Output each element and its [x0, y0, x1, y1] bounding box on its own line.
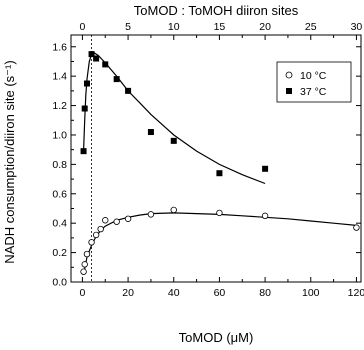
axes — [70, 34, 362, 283]
x2-tick-label: 15 — [214, 21, 226, 33]
data-point-filled-square — [262, 165, 269, 172]
data-point-open-circle — [113, 218, 120, 225]
y-tick-label: 1.2 — [52, 100, 67, 112]
x-tick-label: 80 — [259, 287, 271, 299]
fit-curve-series-0 — [83, 212, 357, 275]
y-tick-label: 1.6 — [52, 41, 67, 53]
data-point-open-circle — [88, 239, 95, 246]
x-axis-title: ToMOD (μM) — [179, 330, 254, 345]
x2-tick-label: 20 — [259, 21, 271, 33]
data-point-open-circle — [170, 206, 177, 214]
data-point-filled-square — [83, 80, 90, 87]
data-point-open-circle — [353, 224, 360, 231]
x2-tick-label: 30 — [351, 21, 363, 33]
x-tick-label: 40 — [168, 287, 180, 299]
data-point-filled-square — [80, 148, 87, 155]
y-tick-label: 1.0 — [52, 129, 67, 141]
legend: 10 °C 37 °C — [276, 61, 352, 103]
x2-tick-label: 25 — [305, 21, 317, 33]
data-point-open-circle — [97, 225, 104, 233]
x-tick-label: 120 — [348, 287, 364, 299]
x-tick-label: 20 — [122, 287, 134, 299]
x2-tick-label: 0 — [79, 21, 85, 33]
data-point-open-circle — [216, 209, 223, 217]
x2-tick-label: 5 — [125, 21, 131, 33]
data-point-open-circle — [261, 212, 269, 220]
y-tick-label: 0.4 — [52, 218, 67, 230]
top-axis-title: ToMOD : ToMOH diiron sites — [134, 3, 299, 18]
data-point-filled-square — [125, 87, 132, 94]
data-point-filled-square — [170, 137, 177, 144]
data-point-filled-square — [93, 55, 100, 62]
y-tick-label: 0.0 — [52, 277, 67, 289]
data-point-filled-square — [88, 51, 95, 58]
data-point-open-circle — [102, 217, 109, 224]
data-point-filled-square — [147, 129, 154, 136]
legend-label-37c: 37 °C — [300, 86, 327, 98]
data-points — [80, 51, 360, 275]
y-tick-label: 0.2 — [52, 247, 67, 259]
data-point-filled-square — [113, 76, 120, 83]
legend-marker-open-circle — [285, 71, 293, 79]
x-tick-label: 0 — [79, 287, 85, 299]
x2-tick-label: 10 — [168, 21, 180, 33]
tick-labels: 0 20 40 60 80 100 120 0 5 10 15 20 25 30 0.0 0.2 0.4 0.6 0… — [52, 21, 364, 299]
data-point-open-circle — [83, 250, 91, 258]
data-point-open-circle — [80, 268, 87, 275]
fit-curve-series-1 — [83, 51, 266, 185]
data-point-open-circle — [81, 261, 88, 268]
legend-marker-filled-square — [286, 88, 292, 94]
plot-frame — [70, 34, 362, 283]
data-point-filled-square — [81, 105, 88, 112]
y-tick-label: 0.8 — [52, 159, 67, 171]
data-point-open-circle — [92, 231, 100, 239]
x-tick-label: 100 — [302, 287, 320, 299]
y-tick-label: 0.6 — [52, 188, 67, 200]
legend-box — [276, 61, 352, 103]
y-tick-label: 1.4 — [52, 71, 67, 83]
data-point-open-circle — [147, 211, 155, 218]
legend-label-10c: 10 °C — [300, 70, 327, 82]
x-tick-label: 60 — [214, 287, 226, 299]
y-axis-title: NADH consumption/diiron site (s⁻¹) — [2, 60, 17, 263]
data-point-filled-square — [102, 61, 109, 68]
data-point-open-circle — [124, 215, 132, 222]
data-point-filled-square — [216, 170, 223, 177]
